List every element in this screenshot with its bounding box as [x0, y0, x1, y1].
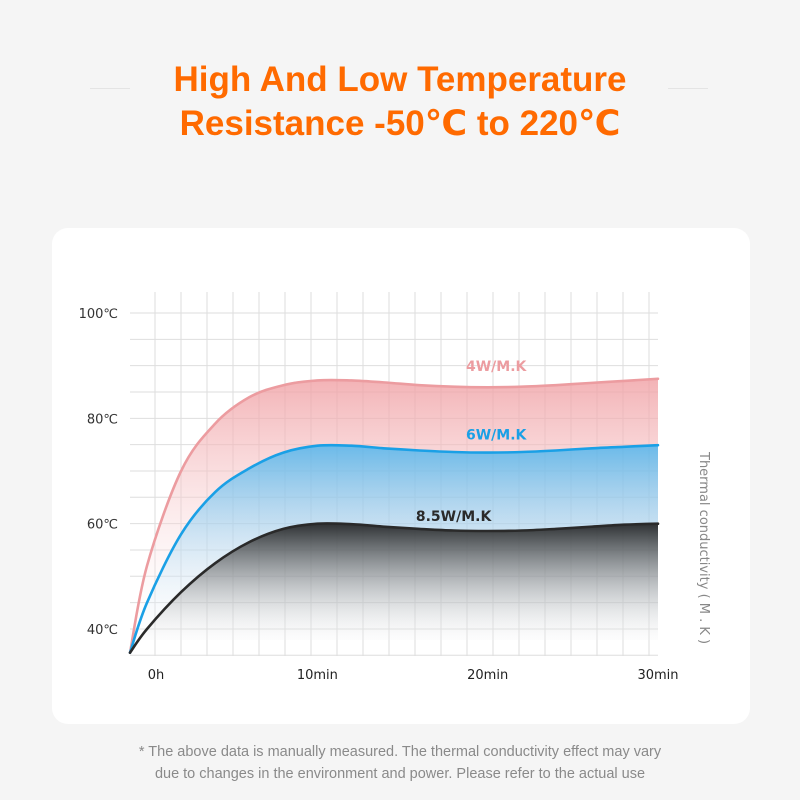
x-tick-label: 20min [467, 668, 508, 683]
title-rule-right [668, 88, 708, 89]
series-line-4w [128, 377, 660, 654]
series-labels: 4W/M.K 6W/M.K 8.5W/M.K [416, 359, 528, 525]
y-tick-label: 60℃ [87, 518, 118, 533]
series-label-6w: 6W/M.K [466, 427, 528, 443]
area-85w [130, 523, 658, 653]
x-tick-label: 0h [148, 668, 165, 683]
y-axis-ticks: 40℃ 60℃ 80℃ 100℃ [79, 307, 118, 638]
series-label-4w: 4W/M.K [466, 359, 528, 375]
title-rule-left [90, 88, 130, 89]
series-line-6w [128, 443, 660, 654]
footnote-line-1: * The above data is manually measured. T… [138, 744, 662, 760]
page-title: High And Low Temperature Resistance -50℃… [0, 58, 800, 146]
x-tick-label: 10min [297, 668, 338, 683]
footnote-line-2: due to changes in the environment and po… [154, 766, 646, 782]
series-label-85w: 8.5W/M.K [416, 509, 493, 525]
y2-axis-label: Thermal conductivity ( M . K ) [696, 451, 711, 644]
y-tick-label: 100℃ [79, 307, 118, 322]
footnote: * The above data is manually measured. T… [0, 741, 800, 785]
x-axis-ticks: 0h 10min 20min 30min [148, 668, 679, 683]
page-title-line-1: High And Low Temperature [173, 60, 627, 99]
y-tick-label: 80℃ [87, 412, 118, 427]
y-tick-label: 40℃ [87, 623, 118, 638]
page-title-line-2: Resistance -50℃ to 220℃ [179, 104, 621, 143]
chart-lines [128, 377, 660, 654]
chart-areas [130, 378, 658, 653]
x-tick-label: 30min [637, 668, 678, 683]
series-line-85w [128, 522, 660, 654]
